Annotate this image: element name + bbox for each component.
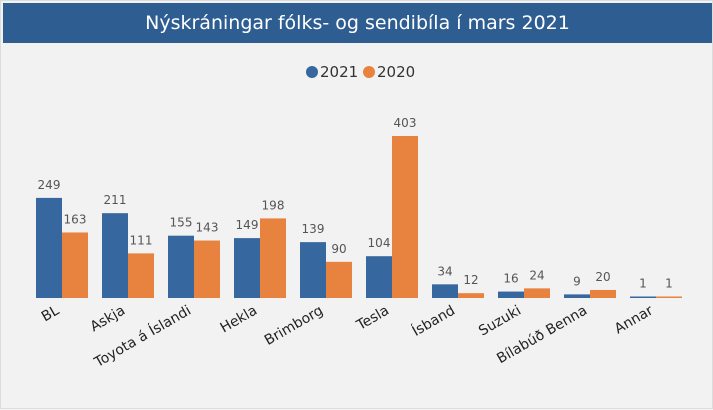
legend-marker-2021 (306, 66, 318, 78)
data-label-2020-5: 403 (394, 116, 417, 130)
data-label-2020-1: 111 (130, 233, 153, 247)
data-label-2021-8: 9 (573, 274, 581, 288)
data-label-2021-9: 1 (639, 277, 647, 291)
category-label-5: Tesla (353, 303, 392, 335)
bar-2020-8 (590, 289, 616, 298)
bar-2020-6 (458, 293, 484, 298)
bar-2020-2 (194, 240, 220, 298)
bar-2021-5 (366, 256, 392, 298)
data-label-2021-7: 16 (503, 272, 518, 286)
category-label-9: Annar (612, 302, 656, 337)
bar-2021-0 (36, 197, 62, 298)
bar-2020-3 (260, 218, 286, 298)
bar-2020-5 (392, 136, 418, 298)
bar-2021-8 (564, 294, 590, 298)
bar-2021-9 (630, 296, 656, 298)
bar-2021-7 (498, 291, 524, 298)
category-label-1: Askja (88, 303, 128, 336)
data-label-2021-2: 155 (170, 216, 193, 230)
legend-marker-2020 (363, 66, 375, 78)
category-label-3: Hekla (218, 303, 260, 337)
data-label-2021-6: 34 (437, 264, 452, 278)
bar-2020-1 (128, 253, 154, 298)
bar-2021-3 (234, 238, 260, 298)
bar-2020-9 (656, 296, 682, 298)
bar-2021-2 (168, 235, 194, 298)
category-label-4: Brimborg (262, 303, 326, 349)
data-label-2020-0: 163 (64, 212, 87, 226)
category-label-0: BL (39, 303, 62, 326)
legend-label-2020: 2020 (377, 63, 415, 81)
bar-2021-4 (300, 242, 326, 298)
data-label-2021-5: 104 (368, 236, 391, 250)
bar-2020-0 (62, 232, 88, 298)
data-label-2020-4: 90 (331, 242, 346, 256)
data-label-2020-7: 24 (529, 268, 544, 282)
data-label-2020-3: 198 (262, 198, 285, 212)
data-label-2021-0: 249 (38, 178, 61, 192)
data-label-2021-3: 149 (236, 218, 259, 232)
category-label-6: Ísband (409, 302, 458, 340)
bar-2020-4 (326, 261, 352, 298)
data-label-2020-8: 20 (595, 270, 610, 284)
bar-2021-6 (432, 284, 458, 298)
bar-2020-7 (524, 288, 550, 298)
chart-title: Nýskráningar fólks- og sendibíla í mars … (3, 3, 712, 43)
data-label-2020-2: 143 (196, 221, 219, 235)
legend-label-2021: 2021 (320, 63, 358, 81)
bar-2021-1 (102, 213, 128, 298)
data-label-2021-4: 139 (302, 222, 325, 236)
category-label-7: Suzuki (476, 303, 524, 340)
data-label-2020-9: 1 (665, 277, 673, 291)
data-label-2021-1: 211 (104, 193, 127, 207)
data-label-2020-6: 12 (463, 273, 478, 287)
